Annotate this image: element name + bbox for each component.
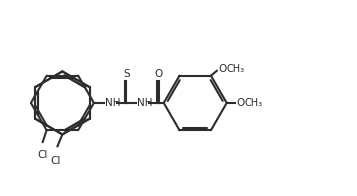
Text: O: O bbox=[155, 69, 163, 79]
Text: CH₃: CH₃ bbox=[227, 64, 245, 74]
Text: Cl: Cl bbox=[50, 156, 61, 166]
Text: CH₃: CH₃ bbox=[245, 98, 262, 108]
Text: NH: NH bbox=[105, 98, 120, 108]
Text: NH: NH bbox=[137, 98, 153, 108]
Text: S: S bbox=[123, 69, 130, 79]
Text: O: O bbox=[219, 64, 227, 74]
Text: O: O bbox=[237, 98, 245, 108]
Text: Cl: Cl bbox=[37, 150, 48, 160]
